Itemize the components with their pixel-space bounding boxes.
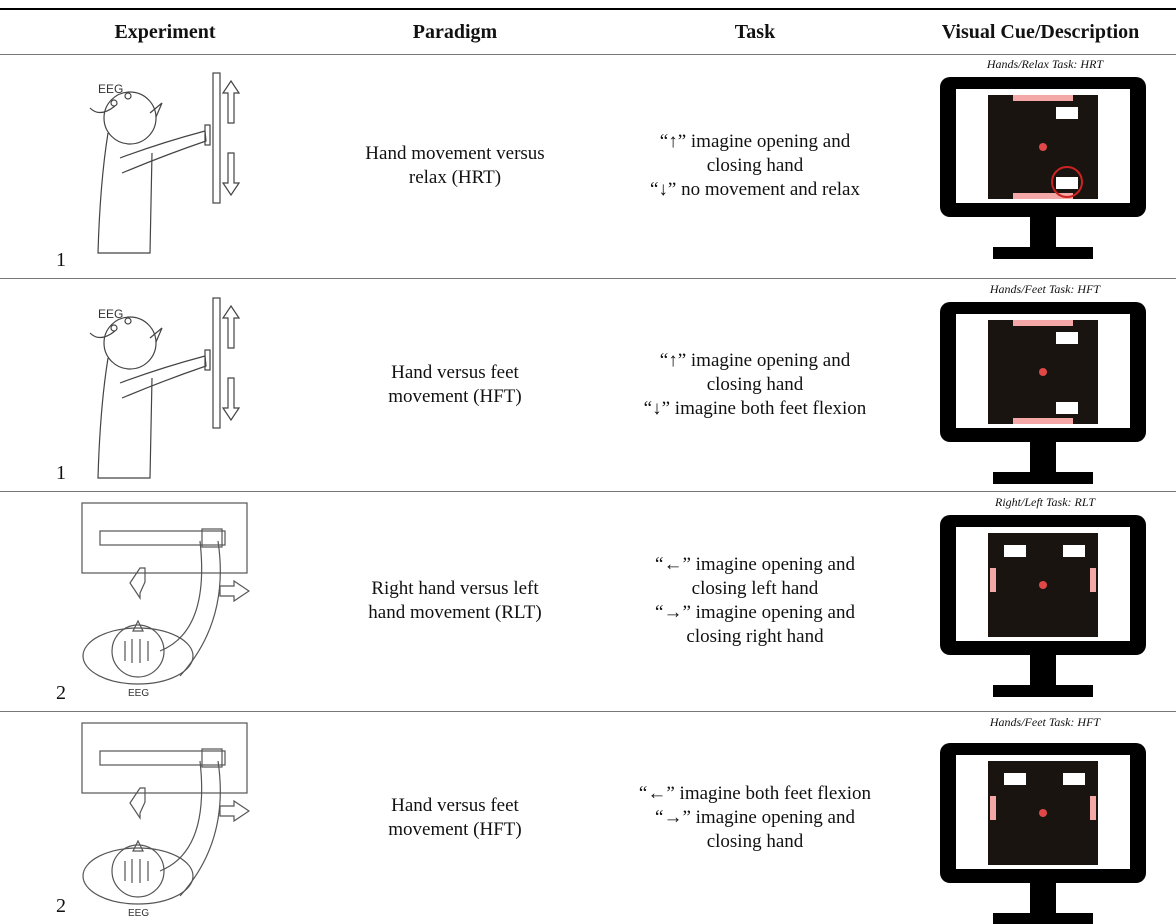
- experiment-number: 1: [56, 462, 66, 484]
- paradigm-text: Hand movement versus relax (HRT): [365, 142, 545, 188]
- illustration-label: EEG: [98, 82, 123, 96]
- experiment-number: 2: [56, 682, 66, 704]
- table-row: 1 EEG Hand movement versus relax (HRT) “↑”…: [0, 53, 1176, 279]
- cue-caption: Hands/Feet Task: HFT: [989, 715, 1101, 729]
- paradigm-cell: Hand versus feet movement (HFT): [320, 278, 590, 491]
- paradigm-cell: Right hand versus left hand movement (RL…: [320, 491, 590, 711]
- header-cell: Visual Cue/Description: [941, 21, 1140, 43]
- paradigm-cell: Hand versus feet movement (HFT): [320, 711, 590, 924]
- illustration-label: EEG: [98, 307, 123, 321]
- cue-caption: Right/Left Task: RLT: [994, 495, 1095, 509]
- cue-caption: Hands/Feet Task: HFT: [989, 282, 1101, 296]
- table-row: 1 EEG Hand versus feet movement (HFT) “↑” …: [0, 278, 1176, 492]
- monitor-icon: [938, 75, 1158, 275]
- task-cell: “↑” imagine opening and closing hand “↓” …: [630, 278, 880, 491]
- table-row: 2 EEG Right hand versus left hand movemen…: [0, 491, 1176, 712]
- illustration: EEG: [80, 501, 251, 706]
- illustration: EEG: [80, 63, 250, 268]
- paradigm-text: Right hand versus left hand movement (RL…: [368, 578, 542, 623]
- task-line: “←” imagine opening and closing left han…: [655, 554, 855, 599]
- experiment-number: 2: [56, 895, 66, 917]
- paradigm-cell: Hand movement versus relax (HRT): [320, 53, 590, 278]
- monitor-icon: [938, 300, 1158, 500]
- illustration-label: EEG: [128, 688, 149, 699]
- illustration: EEG: [80, 721, 251, 924]
- task-line: “↓” imagine both feet flexion: [643, 397, 867, 419]
- task-line: “↑” imagine opening and closing hand: [659, 130, 851, 176]
- task-line: “↓” no movement and relax: [650, 178, 860, 200]
- header-cell: Experiment: [114, 21, 216, 43]
- task-cell: “↑” imagine opening and closing hand “↓” …: [630, 53, 880, 278]
- task-cell: “←” imagine opening and closing left han…: [630, 491, 880, 711]
- illustration: EEG: [80, 288, 250, 493]
- task-line: “→” imagine opening and closing right ha…: [655, 602, 855, 647]
- task-cell: “←” imagine both feet flexion “→” imagine…: [630, 711, 880, 924]
- experiment-number: 1: [56, 249, 66, 271]
- task-line: “→” imagine opening and closing hand: [655, 806, 855, 852]
- monitor-icon: [938, 513, 1158, 713]
- illustration-label: EEG: [128, 908, 149, 919]
- paradigm-text: Hand versus feet movement (HFT): [388, 794, 522, 840]
- task-line: “↑” imagine opening and closing hand: [659, 349, 851, 395]
- task-line: “←” imagine both feet flexion: [638, 782, 872, 804]
- table-header: Experiment Paradigm Task Visual Cue/Descrip…: [0, 8, 1176, 55]
- table-row: 2 EEG Hand versus feet movement (HFT) “←” …: [0, 711, 1176, 924]
- header-cell: Paradigm: [412, 21, 498, 43]
- paradigm-text: Hand versus feet movement (HFT): [388, 361, 522, 407]
- header-cell: Task: [734, 21, 776, 43]
- monitor-icon: [938, 741, 1158, 924]
- cue-caption: Hands/Relax Task: HRT: [986, 57, 1104, 71]
